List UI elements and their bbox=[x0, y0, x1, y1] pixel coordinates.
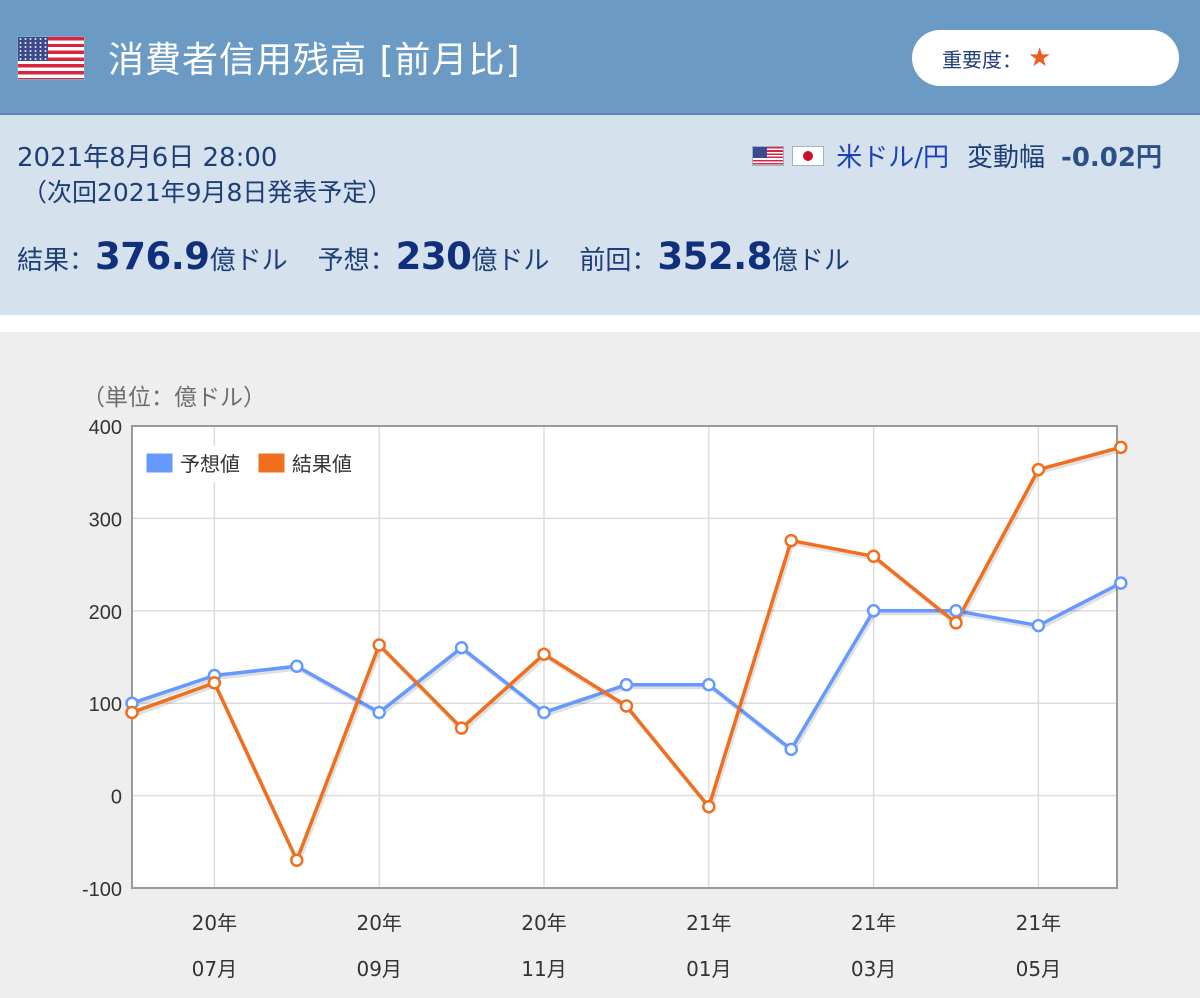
chart-panel: （単位：億ドル） -100 0 100 200 300 400 20年 07月 20年 09月 20… bbox=[0, 332, 1200, 998]
x-tick-year-label: 21年 bbox=[1016, 911, 1061, 935]
line-chart: -100 0 100 200 300 400 20年 07月 20年 09月 20年 11月 21年 01… bbox=[82, 417, 1128, 981]
y-tick-label: 200 bbox=[89, 602, 122, 624]
data-point-actual bbox=[619, 699, 634, 713]
data-point-actual bbox=[784, 533, 798, 548]
y-tick-label: 300 bbox=[89, 509, 122, 531]
x-tick-month-label: 11月 bbox=[521, 957, 566, 981]
legend-swatch bbox=[145, 452, 174, 474]
star-icon: ★ bbox=[1028, 43, 1052, 73]
us-flag-icon bbox=[752, 145, 785, 166]
data-point-forecast bbox=[372, 705, 386, 720]
page-title: 消費者信用残高 [前月比] bbox=[108, 40, 521, 81]
forecast-unit: 億ドル bbox=[471, 246, 550, 276]
x-tick-year-label: 21年 bbox=[686, 911, 731, 935]
data-point-actual bbox=[454, 721, 469, 735]
data-point-forecast bbox=[1114, 576, 1128, 590]
plot-border bbox=[131, 425, 1118, 889]
importance-badge: 重要度： ★ bbox=[912, 30, 1179, 86]
forecast-label: 予想： bbox=[317, 246, 396, 276]
y-tick-label: 0 bbox=[111, 787, 122, 809]
currency-pair-info: 米ドル/円 変動幅 -0.02円 bbox=[752, 137, 1162, 174]
legend-swatch bbox=[257, 452, 286, 474]
data-point-forecast bbox=[537, 705, 551, 720]
data-point-forecast bbox=[702, 677, 716, 692]
x-tick-month-label: 01月 bbox=[686, 957, 731, 981]
jp-flag-icon bbox=[792, 145, 825, 166]
plot-area bbox=[132, 426, 1117, 888]
y-tick-label: 400 bbox=[89, 417, 122, 439]
x-tick-month-label: 03月 bbox=[851, 957, 896, 981]
result-label: 結果： bbox=[17, 246, 96, 276]
x-tick-year-label: 21年 bbox=[851, 911, 896, 935]
previous-value: 352.8 bbox=[657, 235, 772, 278]
data-point-actual bbox=[537, 647, 551, 661]
data-point-actual bbox=[1031, 462, 1046, 477]
release-date: 2021年8月6日 28:00 bbox=[17, 143, 278, 173]
previous-label: 前回： bbox=[579, 246, 658, 276]
next-release-date: （次回2021年9月8日発表予定） bbox=[22, 178, 393, 207]
x-tick-month-label: 09月 bbox=[356, 957, 401, 981]
x-tick-month-label: 07月 bbox=[192, 957, 237, 981]
release-info-panel: 2021年8月6日 28:00 （次回2021年9月8日発表予定） 米ドル/円 … bbox=[0, 115, 1200, 315]
data-point-actual bbox=[866, 549, 881, 564]
result-value: 376.9 bbox=[95, 235, 210, 278]
volatility-label: 変動幅 bbox=[967, 143, 1046, 173]
data-point-forecast bbox=[619, 677, 634, 692]
data-point-actual bbox=[949, 616, 963, 630]
previous-unit: 億ドル bbox=[771, 246, 850, 276]
y-tick-label: 100 bbox=[89, 694, 122, 716]
x-tick-year-label: 20年 bbox=[356, 911, 401, 935]
legend-label: 結果値 bbox=[292, 452, 352, 476]
release-stats: 結果： 376.9 億ドル 予想： 230 億ドル 前回： 352.8 億ドル bbox=[17, 235, 880, 278]
data-point-actual bbox=[125, 705, 139, 720]
data-point-forecast bbox=[290, 659, 304, 673]
volatility-value: -0.02円 bbox=[1061, 143, 1162, 173]
result-unit: 億ドル bbox=[209, 246, 288, 276]
data-point-forecast bbox=[454, 641, 469, 655]
chart-unit-label: （単位：億ドル） bbox=[82, 385, 266, 411]
x-tick-month-label: 05月 bbox=[1016, 957, 1061, 981]
data-point-actual bbox=[207, 676, 222, 690]
usdjpy-link[interactable]: 米ドル/円 bbox=[836, 143, 950, 173]
x-tick-year-label: 20年 bbox=[521, 911, 566, 935]
x-tick-year-label: 20年 bbox=[192, 911, 237, 935]
data-point-actual bbox=[372, 638, 386, 652]
data-point-actual bbox=[702, 799, 716, 814]
data-point-forecast bbox=[1031, 618, 1046, 633]
data-point-actual bbox=[1114, 440, 1128, 455]
data-point-actual bbox=[290, 853, 304, 868]
forecast-value: 230 bbox=[395, 235, 472, 278]
us-flag-icon bbox=[17, 36, 85, 80]
y-tick-label: -100 bbox=[82, 879, 122, 901]
importance-label: 重要度： bbox=[942, 47, 1022, 72]
data-point-forecast bbox=[866, 604, 881, 618]
indicator-header: 消費者信用残高 [前月比] 重要度： ★ bbox=[0, 0, 1200, 115]
data-point-forecast bbox=[949, 604, 963, 618]
legend-box bbox=[142, 446, 370, 482]
legend-label: 予想値 bbox=[180, 452, 240, 476]
data-point-forecast bbox=[784, 742, 798, 757]
